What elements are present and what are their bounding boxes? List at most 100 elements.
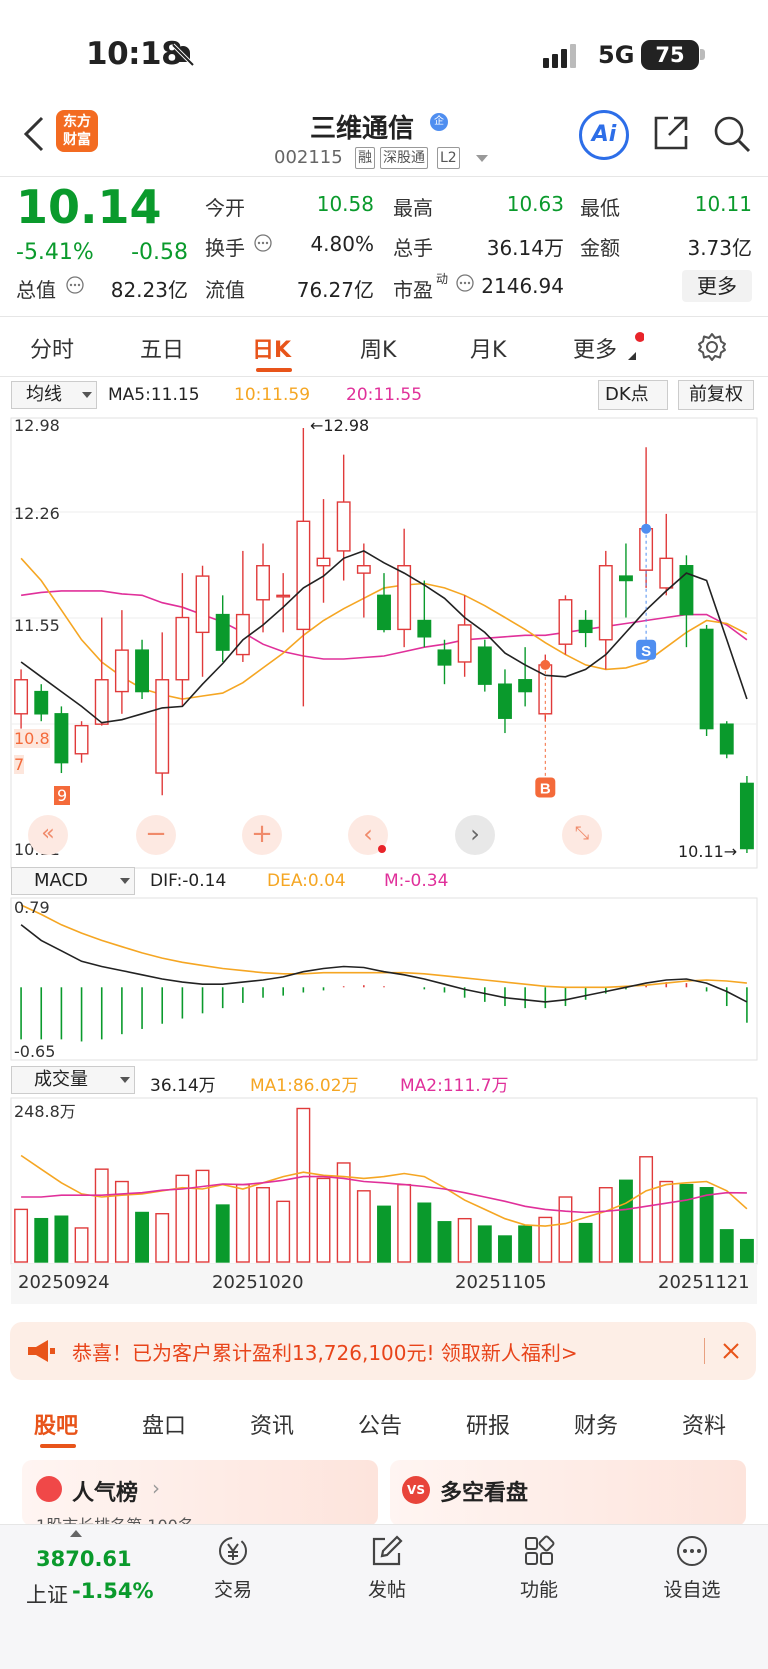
search-icon[interactable] [712, 114, 752, 154]
tab-research[interactable]: 研报 [466, 1414, 511, 1439]
stock-name: 三维通信 [310, 114, 415, 144]
share-icon[interactable] [652, 114, 690, 152]
more-quote-button[interactable]: 更多 [682, 270, 752, 302]
volume-ma2-line [21, 1175, 747, 1214]
scroll-right-button[interactable]: › [455, 815, 495, 855]
status-bar: 10:18 5G 75 [0, 0, 768, 110]
quote-panel: 10.14 -5.41% -0.58 今开 10.58 最高 10.63 最低 … [0, 178, 768, 314]
volume-bar [74, 1227, 89, 1263]
zoom-out-button[interactable]: − [136, 815, 176, 855]
volume-bar [336, 1162, 351, 1263]
popularity-card[interactable]: 人气榜 › 1股市长排名第 100名 [22, 1460, 378, 1526]
tab-profile[interactable]: 资料 [682, 1414, 727, 1439]
dk-point-button[interactable]: DK点 [598, 380, 668, 410]
app-logo[interactable]: 东方 财富 [56, 110, 98, 152]
more-dots-icon [677, 1536, 707, 1566]
info-tabs: 股吧 盘口 资讯 公告 研报 财务 资料 [0, 1392, 768, 1452]
popularity-subtext: 1股市长排名第 100名 [36, 1516, 194, 1526]
last-price: 10.14 [16, 180, 162, 234]
caret-up-icon[interactable] [70, 1529, 82, 1538]
zoom-out-full-button[interactable]: « [28, 815, 68, 855]
fullscreen-button[interactable]: ⤡ [562, 815, 602, 855]
ma-selector[interactable]: 均线 [11, 381, 97, 409]
tab-daily-k[interactable]: 日K [252, 338, 292, 363]
add-watchlist-button[interactable]: 设自选 [652, 1533, 732, 1617]
dropdown-caret-icon[interactable] [476, 155, 488, 163]
tab-weekly-k[interactable]: 周K [360, 338, 397, 363]
high-value: 10.63 [506, 192, 564, 216]
volume-bar [518, 1225, 533, 1263]
pe-superscript: 动 [436, 272, 449, 286]
tab-intraday[interactable]: 分时 [30, 338, 75, 363]
tab-news[interactable]: 资讯 [250, 1414, 295, 1439]
volume-bar [538, 1216, 553, 1263]
zoom-in-button[interactable]: + [242, 815, 282, 855]
more-indicator-icon [628, 332, 644, 360]
macd-y-bottom: -0.65 [14, 1042, 56, 1061]
date-label-4: 20251121 [658, 1272, 750, 1293]
functions-button[interactable]: 功能 [502, 1533, 576, 1617]
ai-assistant-button[interactable]: Ai [579, 110, 629, 160]
badge-connect: 深股通 [380, 147, 428, 169]
date-label-1: 20250924 [18, 1272, 110, 1293]
info-dots-icon[interactable] [456, 274, 474, 292]
candle-body [256, 565, 270, 601]
settings-gear-icon[interactable] [697, 332, 727, 362]
macd-selector[interactable]: MACD [11, 867, 135, 895]
volume-bar [477, 1225, 492, 1263]
volume-bar [739, 1238, 754, 1263]
close-icon[interactable] [722, 1342, 740, 1360]
chevron-right-icon: › [152, 1476, 160, 1500]
low-value: 10.11 [694, 192, 752, 216]
candle-body [437, 649, 452, 666]
bull-bear-title: 多空看盘 [440, 1481, 529, 1506]
banner-text: 恭喜！已为客户累计盈利13,726,100元! 领取新人福利> [72, 1341, 578, 1365]
volume-bar [639, 1156, 654, 1263]
edit-post-icon [372, 1535, 403, 1566]
tab-pankou[interactable]: 盘口 [142, 1414, 187, 1439]
kline-chart[interactable]: BS [0, 412, 768, 1322]
chevron-down-icon [120, 1077, 130, 1083]
tab-monthly-k[interactable]: 月K [470, 338, 507, 363]
trade-button[interactable]: 交易 [196, 1533, 270, 1617]
post-button[interactable]: 发帖 [350, 1533, 424, 1617]
volume-ma1-line [20, 1154, 748, 1227]
candle-body [296, 520, 311, 631]
volume-bar [356, 1190, 371, 1263]
tab-finance[interactable]: 财务 [574, 1414, 619, 1439]
sell-signal-dot [641, 523, 652, 534]
open-value: 10.58 [316, 192, 374, 216]
popularity-title: 人气榜 [72, 1481, 139, 1506]
info-dots-icon[interactable] [254, 234, 272, 252]
trade-label: 交易 [213, 1579, 252, 1601]
bull-bear-card[interactable]: VS 多空看盘 [390, 1460, 746, 1526]
post-label: 发帖 [367, 1579, 406, 1601]
candle-body [175, 616, 190, 681]
index-name: 上证 [26, 1583, 68, 1607]
logo-line-2: 财富 [63, 132, 91, 148]
sell-signal-badge [636, 639, 657, 660]
adjust-button[interactable]: 前复权 [678, 380, 754, 410]
volume-bar [195, 1169, 210, 1263]
functions-label: 功能 [519, 1579, 558, 1601]
volume-bar [215, 1204, 230, 1263]
market-cap-label: 总值 [16, 278, 56, 302]
yen-trade-icon [219, 1537, 247, 1565]
change-amount: -0.58 [131, 240, 188, 265]
tab-five-day[interactable]: 五日 [140, 338, 185, 363]
promo-banner[interactable]: 恭喜！已为客户累计盈利13,726,100元! 领取新人福利> [10, 1322, 756, 1380]
candle-body [659, 557, 674, 589]
candle-body [155, 679, 170, 774]
info-dots-icon[interactable] [66, 276, 84, 294]
stock-code: 002115 [274, 147, 343, 168]
low-label: 最低 [580, 196, 620, 220]
index-value[interactable]: 3870.61 [36, 1547, 132, 1571]
vs-icon: VS [402, 1476, 430, 1504]
tab-guba[interactable]: 股吧 [34, 1414, 79, 1439]
turnover-value: 4.80% [310, 232, 374, 256]
back-arrow-icon[interactable] [20, 114, 50, 154]
volume-selector[interactable]: 成交量 [11, 1066, 135, 1094]
macd-dif-label: DIF:-0.14 [150, 871, 227, 891]
tab-announcements[interactable]: 公告 [358, 1414, 403, 1439]
tab-more[interactable]: 更多 [573, 338, 618, 363]
